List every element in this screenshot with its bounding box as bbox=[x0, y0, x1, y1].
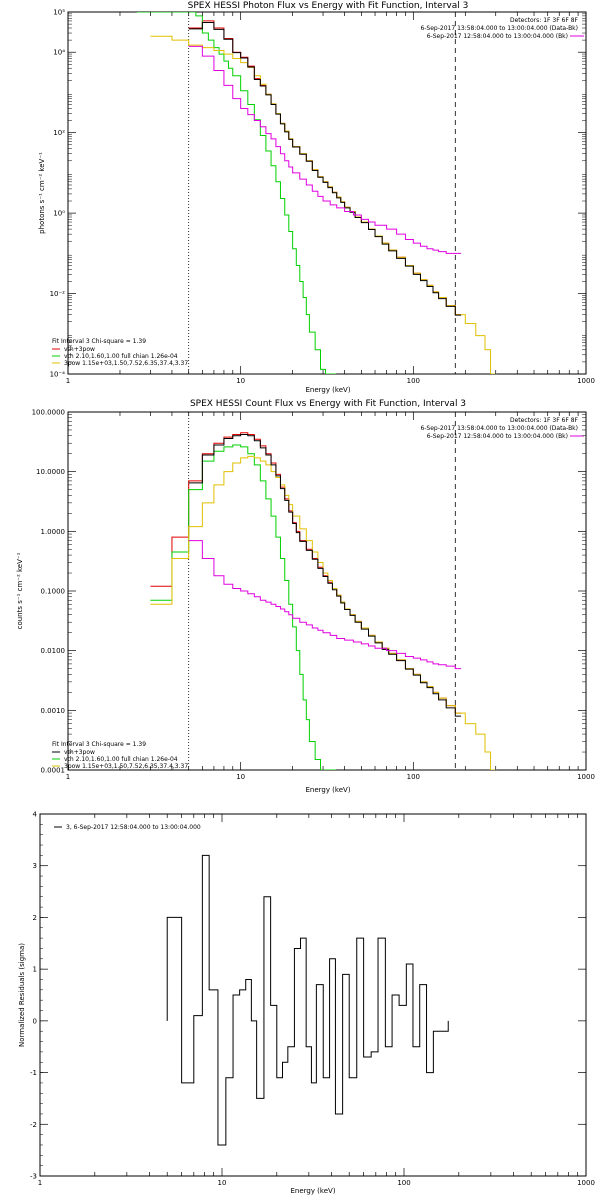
x-tick-label: 1 bbox=[66, 377, 70, 385]
legend-label: vth 2.10,1.60,1.00 full chian 1.26e-04 bbox=[64, 756, 178, 763]
series-line bbox=[150, 35, 497, 374]
photon-flux-panel: SPEX HESSI Photon Flux vs Energy with Fi… bbox=[38, 1, 595, 394]
plot-frame bbox=[39, 813, 587, 1177]
series-line bbox=[188, 433, 462, 717]
legend-label: 3pow 1.15e+03,1.50,7.52,6.35,37.4,3.37 bbox=[64, 360, 188, 367]
y-tick-label: -1 bbox=[30, 1069, 37, 1077]
x-tick-label: 100 bbox=[407, 377, 420, 385]
info-block: Detectors: 1F 3F 6F 8F 6-Sep-2017 13:58:… bbox=[420, 17, 584, 40]
legend-entry: vth 2.10,1.60,1.00 full chian 1.26e-04 bbox=[52, 756, 178, 763]
legend-entry: vth+3pow bbox=[52, 346, 95, 353]
y-tick-label: 10² bbox=[53, 129, 65, 137]
legend-entry: vth 2.10,1.60,1.00 full chian 1.26e-04 bbox=[52, 353, 178, 360]
x-tick-label: 100 bbox=[397, 1179, 410, 1187]
y-tick-label: 10⁰ bbox=[53, 210, 65, 218]
x-tick-label: 1 bbox=[66, 773, 70, 781]
series-line bbox=[136, 12, 336, 374]
legend-entry: vth+3pow bbox=[52, 749, 95, 756]
legend-label: 3, 6-Sep-2017 12:58:04.000 to 13:00:04.0… bbox=[66, 824, 201, 831]
legend: Fit Interval 3 Chi-square = 1.39 vth+3po… bbox=[52, 741, 188, 770]
y-tick-label: 10⁻⁴ bbox=[50, 371, 66, 379]
y-tick-label: 0.0010 bbox=[41, 707, 66, 715]
panel-title: SPEX HESSI Photon Flux vs Energy with Fi… bbox=[188, 1, 469, 11]
legend-label: 3pow 1.15e+03,1.50,7.52,6.35,37.4,3.37 bbox=[64, 763, 188, 770]
series-line bbox=[166, 854, 449, 1146]
info-line: Detectors: 1F 3F 6F 8F bbox=[510, 17, 579, 24]
plot-area bbox=[166, 854, 449, 1146]
x-tick-label: 1000 bbox=[577, 773, 595, 781]
y-axis-label: photons s⁻¹ cm⁻² keV⁻¹ bbox=[38, 152, 46, 234]
plot-frame bbox=[67, 411, 587, 771]
y-tick-label: 1.0000 bbox=[41, 528, 66, 536]
info-line: 6-Sep-2017 13:58:04.000 to 13:00:04.000 … bbox=[420, 25, 578, 32]
plot-frame bbox=[67, 11, 587, 375]
plot-area bbox=[150, 412, 497, 770]
legend-header: Fit Interval 3 Chi-square = 1.39 bbox=[52, 741, 146, 748]
plot-area bbox=[136, 12, 497, 374]
legend-header: Fit Interval 3 Chi-square = 1.39 bbox=[52, 338, 146, 345]
legend-label: vth+3pow bbox=[64, 346, 95, 353]
y-tick-label: 3 bbox=[33, 862, 37, 870]
y-axis-label: Normalized Residuals (sigma) bbox=[18, 943, 26, 1047]
x-axis-label: Energy (keV) bbox=[290, 1187, 335, 1195]
x-tick-label: 1 bbox=[38, 1179, 42, 1187]
y-tick-label: 4 bbox=[33, 811, 38, 819]
info-line: Detectors: 1F 3F 6F 8F bbox=[510, 417, 579, 424]
x-tick-label: 100 bbox=[407, 773, 420, 781]
x-axis-label: Energy (keV) bbox=[305, 386, 350, 394]
y-tick-label: 100.0000 bbox=[32, 409, 65, 417]
y-tick-label: 0.1000 bbox=[41, 588, 66, 596]
count-flux-panel: SPEX HESSI Count Flux vs Energy with Fit… bbox=[16, 399, 595, 794]
legend-entry: 3pow 1.15e+03,1.50,7.52,6.35,37.4,3.37 bbox=[52, 360, 188, 367]
x-axis-label: Energy (keV) bbox=[305, 786, 350, 794]
y-axis-label: counts s⁻¹ cm⁻² keV⁻¹ bbox=[16, 552, 24, 629]
y-tick-label: 10⁴ bbox=[53, 49, 65, 57]
y-tick-label: -3 bbox=[30, 1173, 37, 1181]
legend-label: vth 2.10,1.60,1.00 full chian 1.26e-04 bbox=[64, 353, 178, 360]
x-tick-label: 10 bbox=[236, 377, 245, 385]
series-line bbox=[150, 455, 497, 770]
series-line bbox=[150, 444, 336, 770]
legend: Fit Interval 3 Chi-square = 1.39 vth+3po… bbox=[52, 338, 188, 367]
x-tick-label: 10 bbox=[218, 1179, 227, 1187]
series-line bbox=[150, 432, 462, 714]
y-tick-label: 0 bbox=[33, 1017, 37, 1025]
y-tick-label: 0.0001 bbox=[41, 767, 66, 775]
series-line bbox=[188, 21, 462, 316]
info-line: 6-Sep-2017 12:58:04.000 to 13:00:04.000 … bbox=[427, 433, 568, 440]
y-tick-label: 10⁻² bbox=[50, 290, 66, 298]
series-line bbox=[188, 20, 462, 316]
info-line: 6-Sep-2017 12:58:04.000 to 13:00:04.000 … bbox=[427, 33, 568, 40]
y-tick-label: 1 bbox=[33, 966, 37, 974]
x-tick-label: 10 bbox=[236, 773, 245, 781]
series-line bbox=[188, 540, 462, 670]
info-block: Detectors: 1F 3F 6F 8F 6-Sep-2017 13:58:… bbox=[420, 417, 584, 440]
residuals-panel: Energy (keV) Normalized Residuals (sigma… bbox=[18, 811, 595, 1196]
legend-entry: 3pow 1.15e+03,1.50,7.52,6.35,37.4,3.37 bbox=[52, 763, 188, 770]
x-tick-label: 1000 bbox=[577, 1179, 595, 1187]
legend: 3, 6-Sep-2017 12:58:04.000 to 13:00:04.0… bbox=[54, 824, 201, 831]
x-tick-label: 1000 bbox=[577, 377, 595, 385]
info-line: 6-Sep-2017 13:58:04.000 to 13:00:04.000 … bbox=[420, 425, 578, 432]
y-tick-label: 2 bbox=[33, 914, 37, 922]
y-tick-label: 10.0000 bbox=[36, 468, 65, 476]
legend-label: vth+3pow bbox=[64, 749, 95, 756]
y-tick-label: 0.0100 bbox=[41, 647, 66, 655]
y-tick-label: 10⁵ bbox=[53, 9, 65, 17]
series-line bbox=[188, 45, 462, 254]
y-tick-label: -2 bbox=[30, 1121, 37, 1129]
panel-title: SPEX HESSI Count Flux vs Energy with Fit… bbox=[190, 399, 466, 409]
